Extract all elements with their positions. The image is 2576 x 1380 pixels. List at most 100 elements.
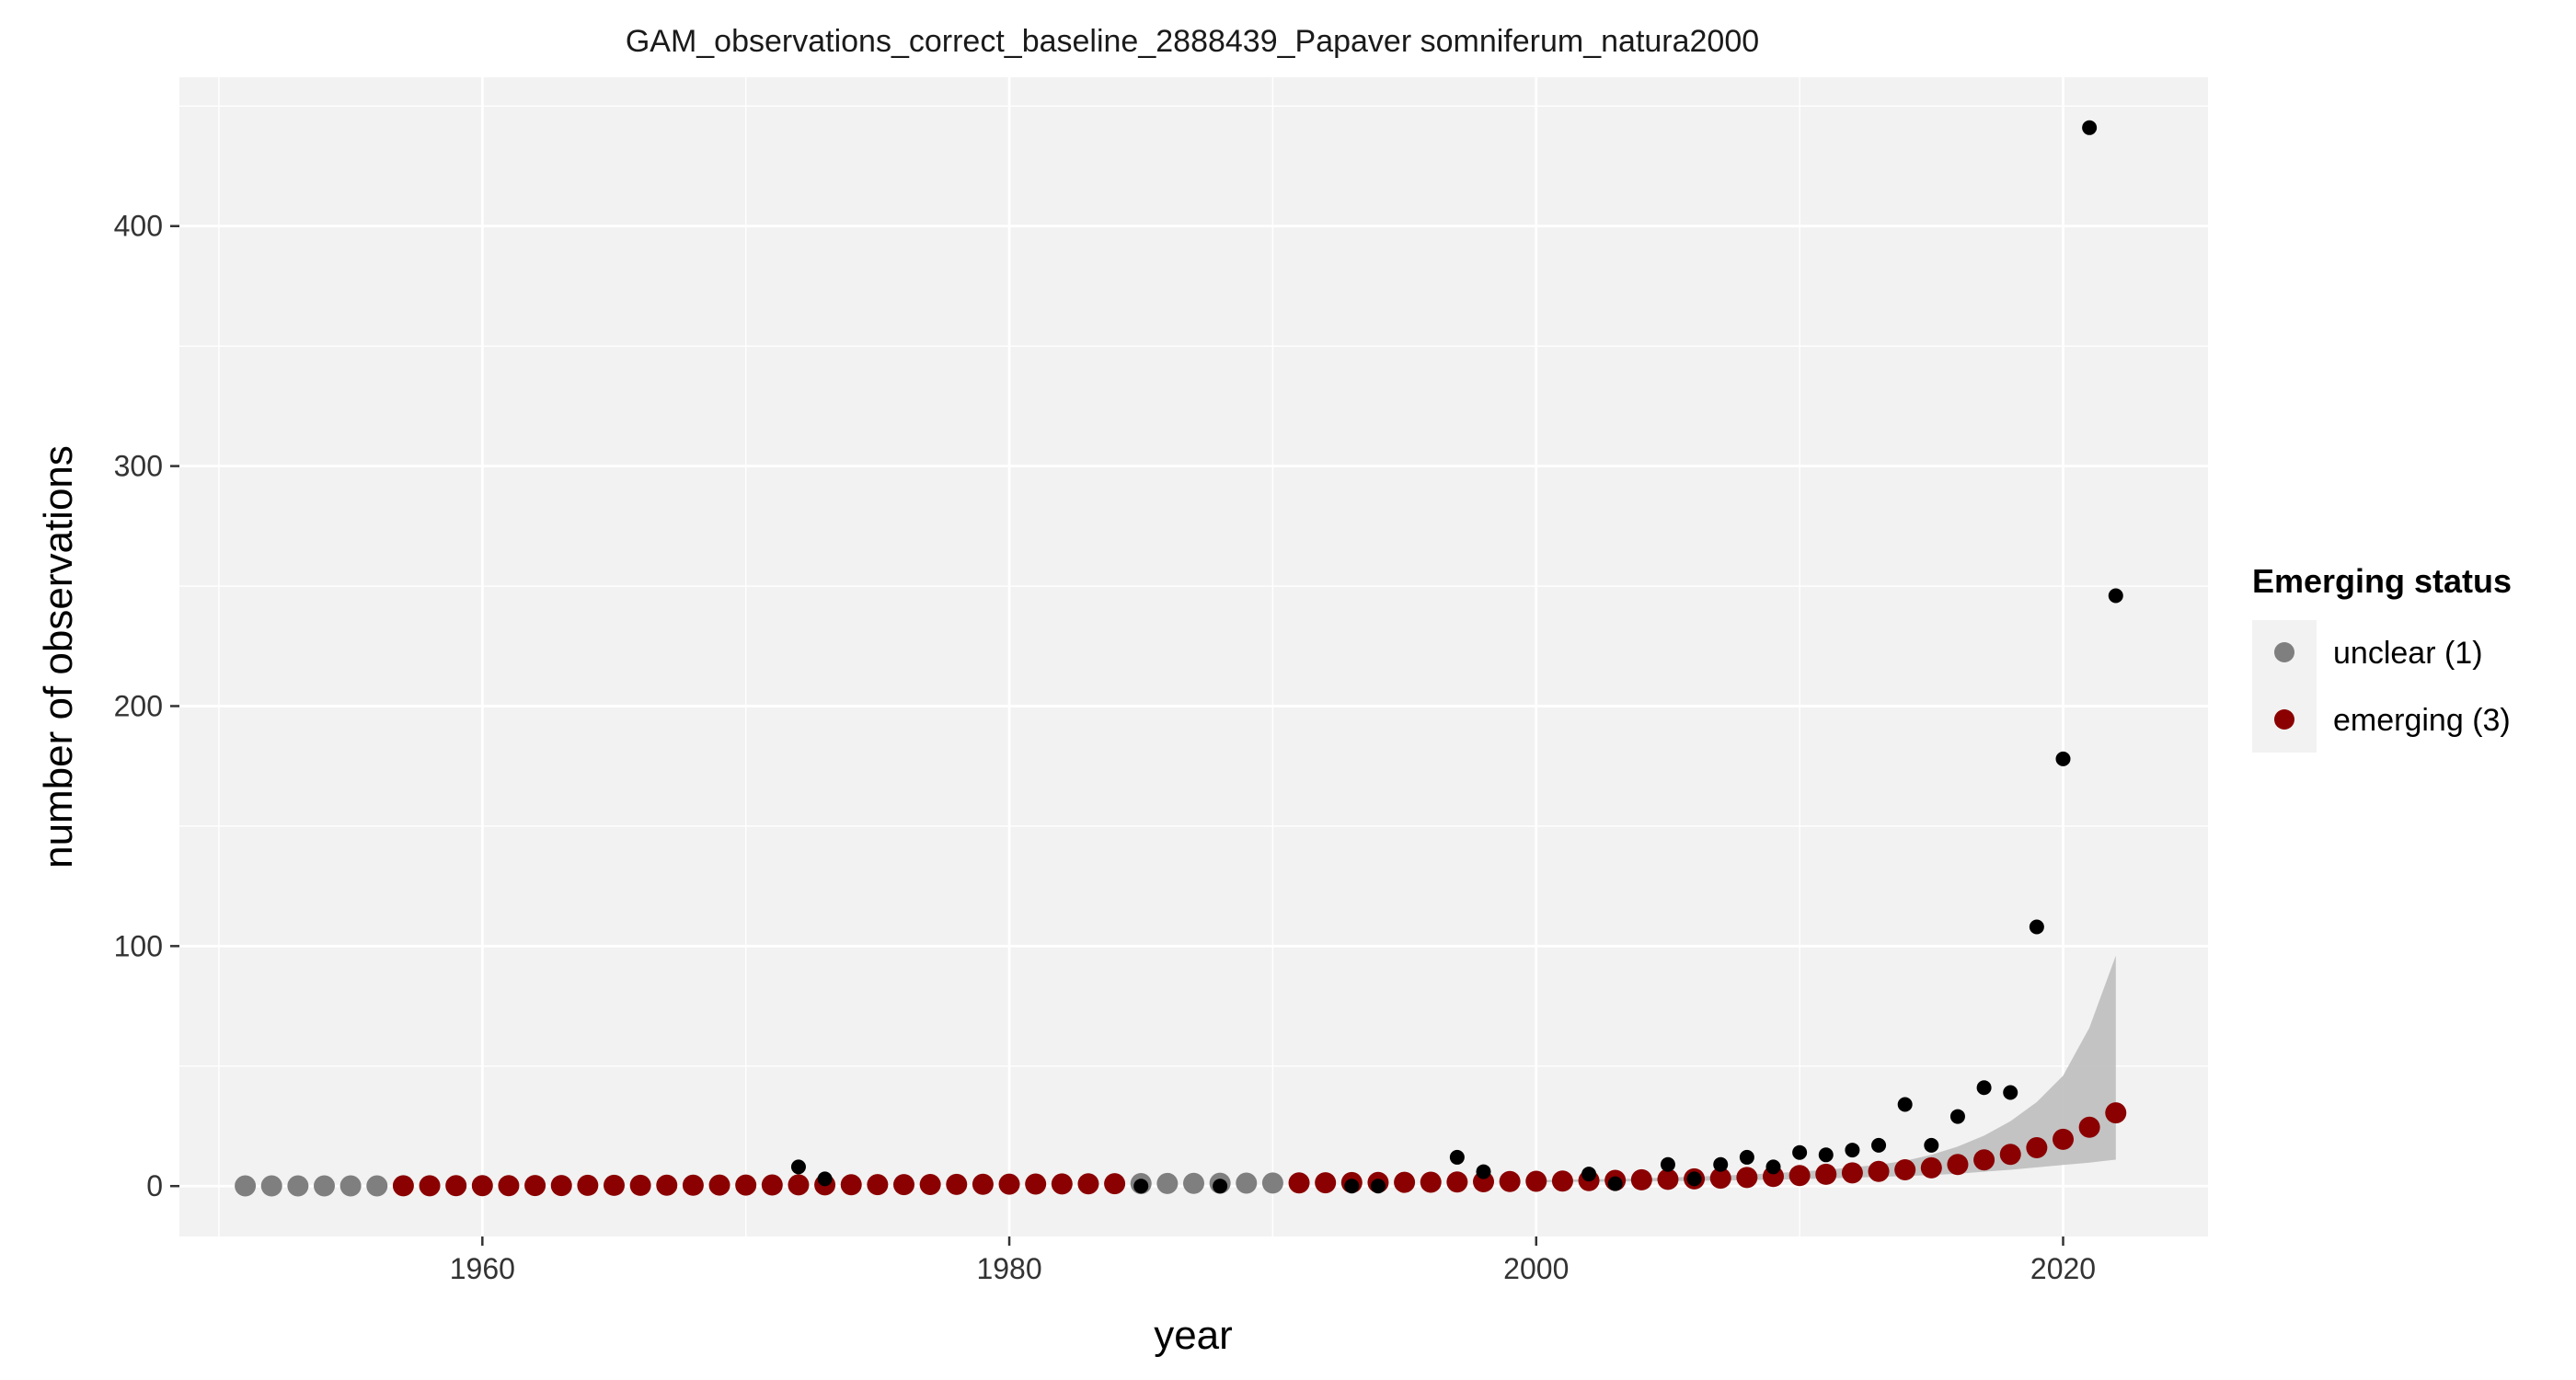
fitted-point-unclear xyxy=(314,1175,335,1197)
fitted-point-emerging xyxy=(1999,1144,2021,1166)
x-tick-label: 2000 xyxy=(1503,1252,1569,1285)
fitted-point-emerging xyxy=(735,1174,757,1196)
observed-point xyxy=(1818,1147,1834,1163)
fitted-point-emerging xyxy=(471,1175,493,1197)
plot-panel xyxy=(179,77,2208,1236)
fitted-points xyxy=(235,1102,2127,1197)
fitted-point-emerging xyxy=(419,1175,441,1197)
fitted-point-emerging xyxy=(1920,1156,1942,1179)
observed-point xyxy=(1765,1159,1781,1175)
fitted-point-emerging xyxy=(1077,1173,1099,1195)
observed-point xyxy=(2108,588,2123,604)
fitted-point-emerging xyxy=(998,1173,1020,1195)
observed-point xyxy=(1449,1149,1465,1165)
fitted-point-emerging xyxy=(1051,1173,1073,1195)
x-tick-label: 2020 xyxy=(2030,1252,2096,1285)
fitted-point-emerging xyxy=(524,1175,546,1197)
fitted-point-emerging xyxy=(1525,1170,1547,1192)
axis-ticks: 1960 1980 2000 2020 0 100 200 300 400 xyxy=(114,210,2096,1285)
observed-point xyxy=(1686,1171,1702,1187)
fitted-point-unclear xyxy=(287,1175,309,1197)
fitted-point-unclear xyxy=(235,1175,257,1197)
fitted-point-unclear xyxy=(339,1175,362,1197)
observed-point xyxy=(1949,1109,1965,1124)
confidence-ribbon xyxy=(1535,955,2116,1182)
fitted-point-emerging xyxy=(761,1174,783,1196)
legend: Emerging status unclear (1) emerging (3) xyxy=(2252,562,2512,753)
fitted-point-emerging xyxy=(867,1174,889,1196)
observed-point xyxy=(1370,1179,1386,1194)
fitted-point-emerging xyxy=(1868,1160,1890,1182)
fitted-point-emerging xyxy=(656,1174,678,1196)
fitted-point-unclear xyxy=(260,1175,282,1197)
fitted-point-emerging xyxy=(1446,1171,1468,1193)
observed-point xyxy=(1213,1179,1228,1194)
fitted-point-emerging xyxy=(1630,1168,1652,1190)
fitted-point-emerging xyxy=(2053,1128,2074,1150)
legend-label-emerging: emerging (3) xyxy=(2333,703,2511,738)
observed-point xyxy=(1476,1164,1491,1179)
fitted-point-emerging xyxy=(1709,1167,1731,1190)
observed-point xyxy=(1739,1149,1754,1165)
legend-key-unclear xyxy=(2274,642,2294,662)
fitted-point-emerging xyxy=(682,1174,704,1196)
fitted-point-emerging xyxy=(577,1174,599,1196)
fitted-point-unclear xyxy=(366,1175,388,1197)
fitted-point-emerging xyxy=(1947,1154,1969,1176)
fitted-point-unclear xyxy=(1261,1172,1283,1194)
y-axis-title: number of observations xyxy=(36,445,81,868)
fitted-point-emerging xyxy=(972,1173,994,1195)
fitted-point-emerging xyxy=(629,1174,651,1196)
x-tick-label: 1980 xyxy=(976,1252,1041,1285)
fitted-point-emerging xyxy=(1025,1173,1047,1195)
observed-point xyxy=(1976,1080,1992,1096)
observed-point xyxy=(1660,1156,1675,1172)
fitted-point-emerging xyxy=(392,1175,414,1197)
observed-point xyxy=(2003,1085,2018,1100)
fitted-point-unclear xyxy=(1236,1172,1258,1194)
fitted-point-emerging xyxy=(445,1175,467,1197)
fitted-point-emerging xyxy=(1420,1171,1442,1193)
fitted-point-emerging xyxy=(1788,1165,1811,1187)
legend-title: Emerging status xyxy=(2252,562,2512,600)
observed-point xyxy=(1133,1179,1149,1194)
x-axis-title: year xyxy=(1154,1313,1233,1358)
fitted-point-emerging xyxy=(550,1175,572,1197)
observed-point xyxy=(1792,1144,1808,1160)
observed-point xyxy=(1845,1143,1860,1158)
y-tick-label: 100 xyxy=(114,929,163,962)
legend-key-background xyxy=(2252,620,2317,753)
fitted-point-unclear xyxy=(1183,1172,1204,1194)
fitted-point-emerging xyxy=(946,1173,968,1195)
observed-point xyxy=(1713,1156,1729,1172)
observed-points xyxy=(790,120,2123,1194)
fitted-point-emerging xyxy=(1973,1149,1995,1171)
fitted-point-emerging xyxy=(1499,1170,1521,1192)
fitted-point-emerging xyxy=(2105,1102,2127,1124)
observed-point xyxy=(1607,1176,1623,1191)
fitted-point-emerging xyxy=(604,1174,625,1196)
observed-point xyxy=(1924,1137,1939,1153)
x-tick-label: 1960 xyxy=(450,1252,515,1285)
fitted-point-emerging xyxy=(708,1174,730,1196)
observed-point xyxy=(1871,1137,1887,1153)
observed-point xyxy=(2029,919,2044,935)
fitted-point-emerging xyxy=(2078,1116,2100,1138)
fitted-point-emerging xyxy=(893,1174,914,1196)
y-tick-label: 400 xyxy=(114,210,163,243)
fitted-point-emerging xyxy=(788,1174,810,1196)
fitted-point-emerging xyxy=(1657,1168,1679,1190)
fitted-point-emerging xyxy=(1815,1163,1837,1185)
fitted-point-emerging xyxy=(840,1174,862,1196)
chart-title: GAM_observations_correct_baseline_288843… xyxy=(626,24,1759,59)
observed-point xyxy=(790,1159,806,1175)
fitted-point-emerging xyxy=(498,1175,520,1197)
y-tick-label: 0 xyxy=(146,1169,163,1202)
fitted-point-emerging xyxy=(1104,1173,1126,1195)
observed-point xyxy=(817,1171,833,1187)
legend-label-unclear: unclear (1) xyxy=(2333,636,2483,671)
fitted-point-emerging xyxy=(2026,1136,2048,1158)
observed-point xyxy=(2055,751,2071,766)
fitted-point-emerging xyxy=(1394,1171,1416,1193)
